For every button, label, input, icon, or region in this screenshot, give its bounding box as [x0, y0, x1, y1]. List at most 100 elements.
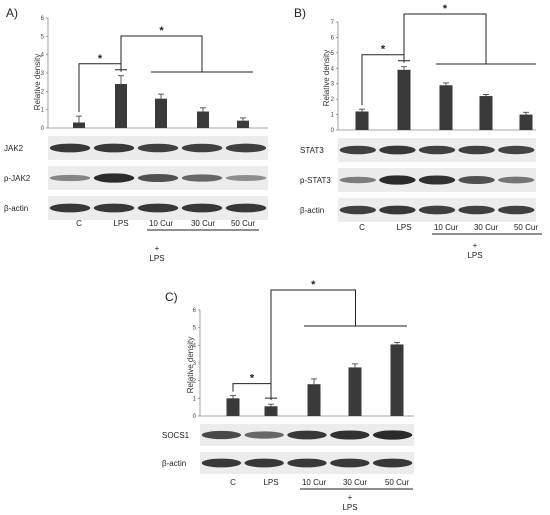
x-tick-label: C	[359, 223, 365, 232]
blot-band	[418, 145, 456, 155]
blot-label: STAT3	[300, 146, 324, 155]
blot-band	[181, 143, 223, 153]
bar-50-cur	[237, 120, 249, 128]
blot-label: SOCS1	[162, 431, 190, 440]
significance-bracket	[265, 289, 356, 399]
x-tick-label: LPS	[263, 478, 278, 487]
bar-10-cur	[307, 384, 321, 416]
bar-30-cur	[348, 367, 362, 416]
significance-star: *	[311, 279, 316, 291]
significance-bracket	[78, 63, 122, 113]
blot-band	[379, 205, 416, 215]
panel-c-treatment-label: LPS	[342, 503, 357, 512]
blot-band	[49, 174, 91, 182]
blot-band	[497, 176, 535, 184]
panel-c-label: C)	[165, 290, 178, 304]
panel-a-ylabel: Relative density	[33, 54, 42, 110]
panel-c-ylabel: Relative density	[186, 337, 195, 393]
y-tick-label: 0	[41, 126, 45, 132]
blot-band	[137, 173, 179, 183]
y-tick-label: 4	[41, 53, 45, 59]
panel-b-treatment-label: LPS	[467, 251, 482, 260]
bar-c	[355, 111, 369, 130]
blot-band	[418, 175, 456, 185]
x-tick-label: C	[230, 478, 236, 487]
bar-50-cur	[519, 114, 533, 130]
bar-50-cur	[390, 344, 404, 416]
panel-b-ylabel: Relative density	[322, 50, 331, 106]
x-tick-label: 30 Cur	[191, 219, 215, 228]
blot-band	[458, 205, 495, 215]
blot-band	[287, 430, 327, 440]
y-tick-label: 2	[193, 379, 197, 385]
bar-c	[226, 398, 240, 416]
y-tick-label: 3	[41, 71, 45, 77]
y-tick-label: 2	[331, 97, 335, 103]
y-tick-label: 5	[331, 51, 335, 57]
blot-label: JAK2	[4, 144, 24, 153]
panel-c-blots: SOCS1 β-actin	[162, 424, 414, 474]
blot-band	[339, 205, 377, 215]
y-tick-label: 6	[41, 16, 45, 22]
blot-band	[339, 145, 377, 155]
significance-bracket	[398, 13, 487, 64]
significance-star: *	[381, 44, 386, 56]
panel-b: B) Relative density 0 1 2 3 4 5 6 7 * * C LPS 10 Cur…	[294, 3, 542, 260]
blot-band	[244, 458, 284, 468]
blot-band	[497, 145, 535, 155]
y-tick-label: 6	[331, 35, 335, 41]
blot-band	[93, 203, 135, 213]
blot-band	[287, 458, 327, 468]
y-tick-label: 6	[193, 308, 197, 314]
panel-b-chart: 0 1 2 3 4 5 6 7 * * C LPS 10 Cur 30 Cur 50 Cur	[331, 3, 542, 235]
y-tick-label: 2	[41, 89, 45, 95]
blot-band	[339, 176, 377, 184]
significance-star: *	[98, 53, 103, 65]
blot-band	[497, 205, 535, 215]
significance-star: *	[159, 25, 164, 37]
blot-band	[225, 175, 267, 181]
blot-band	[49, 203, 91, 213]
bar-10-cur	[155, 98, 167, 128]
blot-band	[201, 458, 242, 468]
x-tick-label: C	[76, 219, 82, 228]
blot-label: β-actin	[162, 459, 186, 468]
panel-b-treatment-sign: +	[473, 241, 478, 250]
panel-a-chart: 0 1 2 3 4 5 6 * * C LPS 10 Cur 30 Cur 50 Cur	[41, 16, 268, 231]
significance-star: *	[443, 3, 448, 15]
blot-band	[181, 203, 223, 213]
x-tick-label: 50 Cur	[385, 478, 409, 487]
significance-star: *	[250, 373, 255, 385]
blot-band	[225, 143, 267, 153]
blot-band	[372, 458, 413, 468]
blot-band	[379, 175, 416, 185]
x-tick-label: 50 Cur	[514, 223, 538, 232]
panel-a: A) Relative density 0 1 2 3 4 5 6 * * C LPS 10 Cur 3…	[4, 6, 268, 263]
bar-lps	[264, 406, 278, 416]
blot-band	[225, 203, 267, 213]
panel-a-treatment-sign: +	[155, 244, 160, 253]
y-tick-label: 0	[331, 128, 335, 134]
blot-band	[201, 430, 242, 440]
x-tick-label: 30 Cur	[343, 478, 367, 487]
blot-band	[244, 431, 284, 439]
panel-b-blots: STAT3 p-STAT3 β-actin	[300, 138, 536, 222]
bar-10-cur	[439, 85, 453, 130]
blot-band	[181, 174, 223, 182]
x-tick-label: 50 Cur	[231, 219, 255, 228]
blot-label: β-actin	[4, 204, 28, 213]
x-tick-label: LPS	[113, 219, 128, 228]
panel-a-label: A)	[6, 6, 18, 20]
x-tick-label: 10 Cur	[434, 223, 458, 232]
blot-band	[93, 173, 135, 183]
blot-band	[137, 143, 179, 153]
blot-band	[418, 205, 456, 215]
significance-bracket	[115, 35, 203, 72]
y-tick-label: 5	[41, 34, 45, 40]
panel-c-treatment-sign: +	[348, 493, 353, 502]
bar-c	[73, 122, 85, 128]
bar-lps	[397, 69, 411, 130]
y-tick-label: 0	[193, 414, 197, 420]
blot-band	[137, 203, 179, 213]
